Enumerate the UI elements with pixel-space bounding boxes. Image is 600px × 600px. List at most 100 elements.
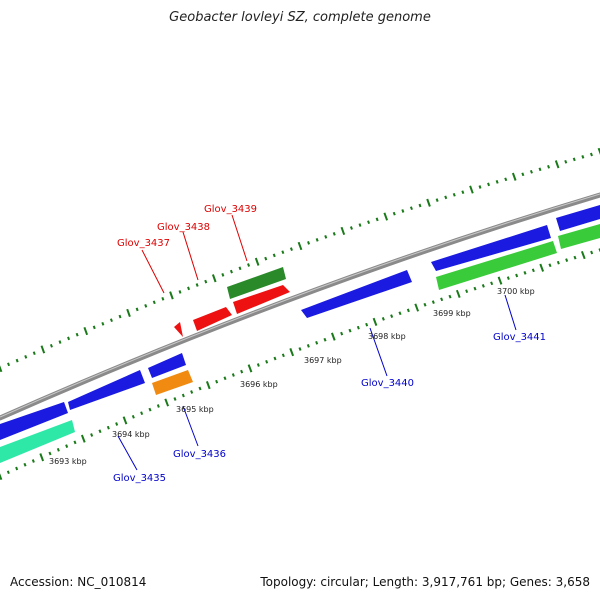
upper-tick xyxy=(126,308,131,318)
upper-tick xyxy=(367,220,371,225)
upper-tick xyxy=(572,157,576,162)
upper-tick xyxy=(118,314,122,319)
upper-tick-row xyxy=(0,147,600,373)
lower-tick xyxy=(0,473,3,481)
upper-tick xyxy=(238,266,242,271)
lower-tick xyxy=(548,263,552,268)
upper-tick xyxy=(383,212,389,221)
lower-tick xyxy=(198,386,202,391)
kbp-label-3696: 3696 kbp xyxy=(240,380,278,389)
lower-tick xyxy=(348,328,352,333)
gene-glov-3441[interactable] xyxy=(436,241,557,290)
lower-tick xyxy=(281,353,285,358)
gene-label-glov-3435[interactable]: Glov_3435 xyxy=(113,473,166,484)
upper-tick xyxy=(24,355,28,359)
gene-glov-3435[interactable] xyxy=(68,370,145,410)
lower-tick xyxy=(306,344,310,348)
lower-tick xyxy=(148,407,152,412)
gene-glov-3439-red[interactable] xyxy=(233,285,290,314)
upper-tick xyxy=(358,223,362,227)
upper-tick xyxy=(332,232,336,236)
gene-glov-3438[interactable] xyxy=(193,307,232,331)
lower-tick xyxy=(289,348,295,357)
lower-tick xyxy=(414,303,420,312)
lower-tick xyxy=(6,470,10,475)
lower-tick xyxy=(240,369,244,374)
lower-tick xyxy=(565,258,569,262)
lower-tick xyxy=(473,286,477,291)
map-title: Geobacter lovleyi SZ, complete genome xyxy=(169,10,431,25)
lower-tick xyxy=(556,260,560,265)
upper-tick xyxy=(40,345,46,354)
upper-tick xyxy=(487,182,491,187)
upper-tick xyxy=(135,307,139,312)
gene-glov-3436[interactable] xyxy=(152,370,193,395)
lower-tick xyxy=(465,289,469,294)
lower-tick xyxy=(223,376,227,381)
upper-tick xyxy=(315,238,319,242)
lower-tick xyxy=(455,289,461,298)
upper-tick xyxy=(469,185,474,194)
upper-tick xyxy=(554,160,560,169)
lower-tick xyxy=(506,276,510,280)
upper-tick xyxy=(161,296,165,301)
upper-tick xyxy=(547,164,551,169)
upper-tick xyxy=(178,290,182,294)
upper-tick xyxy=(504,177,508,182)
upper-tick xyxy=(511,172,517,181)
gene-glov-3437[interactable] xyxy=(174,322,183,337)
gene-label-glov-3436[interactable]: Glov_3436 xyxy=(173,449,226,460)
lower-tick xyxy=(406,308,410,313)
upper-tick xyxy=(340,226,346,236)
lower-tick xyxy=(330,332,336,341)
lower-tick xyxy=(31,459,35,463)
upper-tick xyxy=(461,190,465,195)
lower-tick xyxy=(398,311,402,316)
upper-tick xyxy=(32,351,36,356)
gene-label-glov-3440[interactable]: Glov_3440 xyxy=(361,378,414,389)
gene-label-glov-3439[interactable]: Glov_3439 xyxy=(204,204,257,215)
upper-tick xyxy=(521,172,525,177)
kbp-label-3698: 3698 kbp xyxy=(368,332,406,341)
upper-tick xyxy=(67,336,71,341)
lower-tick xyxy=(48,451,52,456)
gene-glov-3439[interactable] xyxy=(227,267,286,299)
gene-glov-3441-blue[interactable] xyxy=(431,225,551,271)
gene-glov-3442-green[interactable] xyxy=(558,224,600,249)
genome-backbone xyxy=(0,192,600,421)
gene-glov-3442[interactable] xyxy=(556,205,600,231)
lower-tick xyxy=(531,268,535,273)
lower-tick xyxy=(140,411,144,416)
gene-glov-3436-blue[interactable] xyxy=(148,353,186,378)
upper-tick xyxy=(169,291,174,300)
lower-tick xyxy=(448,294,452,299)
gene-glov-3434[interactable] xyxy=(0,402,68,440)
lower-tick xyxy=(115,422,119,426)
upper-tick xyxy=(392,211,396,216)
genome-backbone-highlight xyxy=(0,193,600,418)
gene-glov-3433[interactable] xyxy=(0,420,75,463)
gene-label-glov-3438[interactable]: Glov_3438 xyxy=(157,222,210,233)
lower-tick xyxy=(372,317,378,326)
gene-label-glov-3441[interactable]: Glov_3441 xyxy=(493,332,546,343)
callout-line-glov-3438 xyxy=(182,231,199,281)
upper-tick xyxy=(152,300,156,305)
lower-tick xyxy=(573,255,577,260)
upper-tick xyxy=(264,256,268,261)
lower-tick xyxy=(23,462,27,467)
gene-glov-3440[interactable] xyxy=(301,270,412,318)
lower-tick xyxy=(515,273,519,278)
upper-tick xyxy=(529,169,533,174)
callout-line-glov-3440 xyxy=(369,327,388,377)
upper-tick xyxy=(324,235,328,239)
upper-tick xyxy=(495,179,499,184)
callout-line-glov-3436 xyxy=(182,405,199,447)
kbp-label-3700: 3700 kbp xyxy=(497,287,535,296)
lower-tick xyxy=(73,440,77,445)
lower-tick xyxy=(65,444,69,448)
gene-label-glov-3437[interactable]: Glov_3437 xyxy=(117,238,170,249)
lower-tick xyxy=(340,331,344,336)
lower-tick xyxy=(181,393,185,398)
lower-tick xyxy=(265,359,269,364)
callout-line-glov-3439 xyxy=(231,214,248,262)
